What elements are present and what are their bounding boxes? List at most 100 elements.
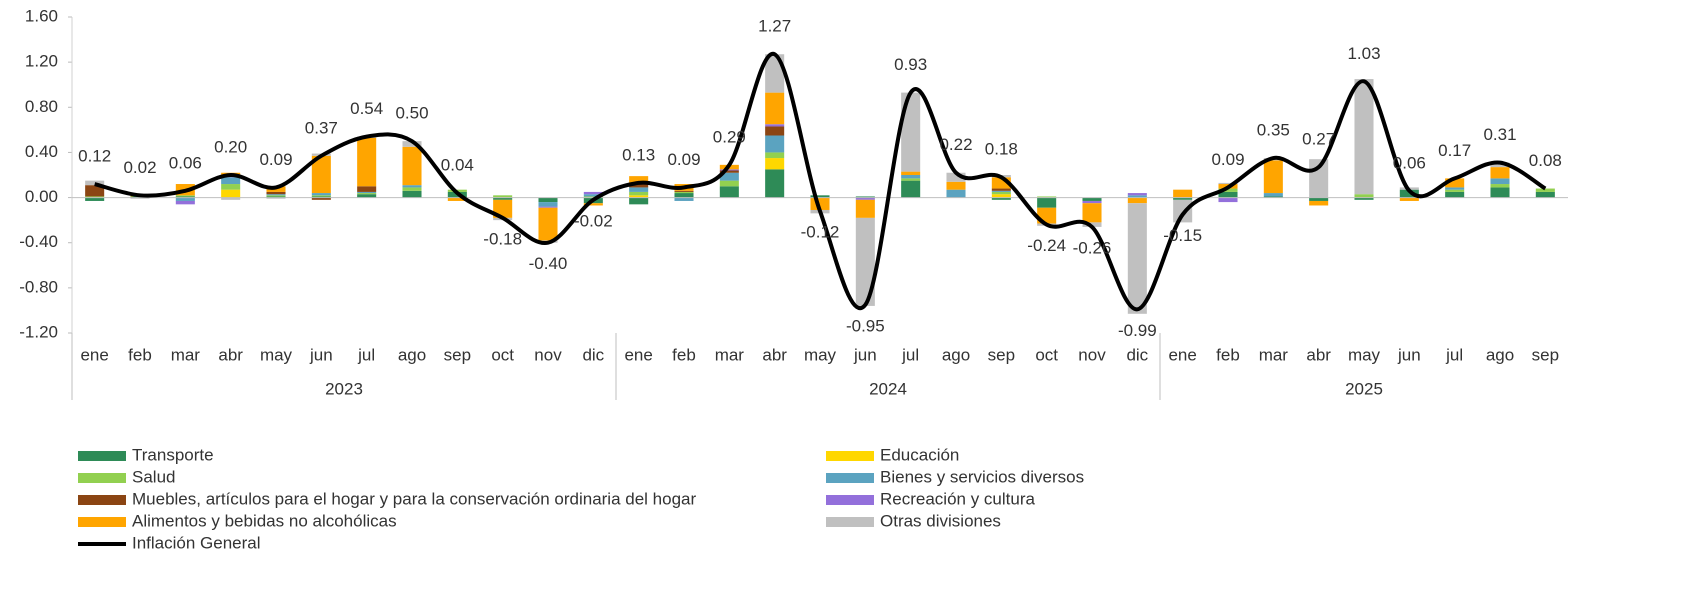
data-label: 0.18 (985, 140, 1018, 159)
data-label: 0.02 (123, 158, 156, 177)
x-tick-label: feb (1216, 345, 1240, 364)
bar-segment (583, 194, 603, 197)
bar-segment (719, 186, 739, 198)
x-tick-label: jul (901, 345, 919, 364)
bar-segment (1445, 187, 1465, 190)
x-tick-label: jul (1445, 345, 1463, 364)
bar-segment (1445, 191, 1465, 198)
x-tick-label: feb (128, 345, 152, 364)
bar-segment (130, 197, 150, 199)
bar-segment (221, 177, 241, 185)
bar-segment (538, 207, 558, 241)
bar-segment (991, 191, 1011, 195)
bar-segment (674, 193, 694, 198)
y-tick-label: 1.60 (25, 6, 58, 25)
bar-segment (991, 177, 1011, 189)
bar-segment (765, 158, 785, 170)
data-label: 0.09 (259, 150, 292, 169)
y-tick-label: 0.80 (25, 97, 58, 116)
bar-segment (810, 195, 830, 198)
bar-segment (357, 194, 377, 198)
legend-label: Bienes y servicios diversos (880, 467, 1084, 486)
data-label: 0.06 (169, 153, 202, 172)
legend-swatch (826, 473, 874, 483)
bar-segment (85, 180, 105, 186)
bar-segment (402, 187, 422, 191)
bar-segment (1263, 196, 1283, 198)
bar-segment (402, 185, 422, 188)
bar-segment (357, 193, 377, 195)
data-label: -0.24 (1027, 236, 1066, 255)
data-label: 0.93 (894, 55, 927, 74)
y-tick-label: 0.40 (25, 142, 58, 161)
bar-segment (402, 141, 422, 147)
bar-segment (765, 169, 785, 198)
x-tick-label: sep (1532, 345, 1559, 364)
inflation-line (94, 52, 1547, 312)
x-tick-label: feb (672, 345, 696, 364)
bar-segment (266, 195, 286, 197)
bar-segment (311, 195, 331, 197)
x-tick-label: ene (624, 345, 652, 364)
x-tick-label: jun (853, 345, 877, 364)
bar-segment (266, 197, 286, 199)
legend-label: Educación (880, 445, 959, 464)
data-label: 0.08 (1529, 151, 1562, 170)
bar-segment (538, 197, 558, 203)
bar-segment (1490, 178, 1510, 185)
bar-segment (1127, 197, 1147, 204)
x-tick-label: nov (534, 345, 562, 364)
legend-swatch (826, 495, 874, 505)
legend-swatch (78, 517, 126, 527)
data-label: -0.02 (574, 211, 613, 230)
x-tick-label: jun (309, 345, 333, 364)
bar-segment (991, 190, 1011, 192)
bar-segment (175, 196, 195, 198)
bar-segment (1127, 193, 1147, 196)
data-label: 0.35 (1257, 121, 1290, 140)
bar-segment (1490, 184, 1510, 188)
x-tick-label: sep (988, 345, 1015, 364)
bar-segment (1037, 196, 1057, 198)
bar-segment (765, 152, 785, 159)
bar-segment (1218, 197, 1238, 203)
x-tick-label: may (260, 345, 293, 364)
bar-segment (719, 170, 739, 173)
x-tick-label: may (1348, 345, 1381, 364)
bar-segment (311, 196, 331, 198)
x-tick-label: mar (171, 345, 201, 364)
data-label: 0.09 (1211, 150, 1244, 169)
bar-segment (1490, 187, 1510, 198)
legend-label: Inflación General (132, 533, 261, 552)
bar-segment (1354, 79, 1374, 195)
bar-segment (85, 185, 105, 197)
bar-segment (1218, 191, 1238, 198)
y-tick-label: -1.20 (19, 322, 58, 341)
bar-segment (175, 200, 195, 205)
bar-segment (719, 180, 739, 187)
legend-swatch (78, 451, 126, 461)
bar-segment (855, 196, 875, 198)
bar-segment (901, 92, 921, 172)
bar-segment (629, 187, 649, 192)
data-label: -0.99 (1118, 321, 1157, 340)
bar-segment (719, 172, 739, 181)
bar-segment (175, 197, 195, 201)
bar-segment (1218, 188, 1238, 192)
x-tick-label: dic (582, 345, 604, 364)
bar-segment (991, 188, 1011, 191)
data-label: 0.22 (939, 135, 972, 154)
x-tick-label: dic (1126, 345, 1148, 364)
bar-segment (991, 197, 1011, 200)
bar-segment (357, 186, 377, 192)
bar-segment (1173, 189, 1193, 198)
x-tick-label: jul (357, 345, 375, 364)
bar-segment (1263, 193, 1283, 197)
legend-label: Muebles, artículos para el hogar y para … (132, 489, 696, 508)
bar-segment (674, 197, 694, 201)
bar-segment (1399, 189, 1419, 198)
bar-segment (855, 217, 875, 306)
data-label: 0.12 (78, 147, 111, 166)
x-tick-label: ago (398, 345, 426, 364)
x-tick-label: sep (444, 345, 471, 364)
